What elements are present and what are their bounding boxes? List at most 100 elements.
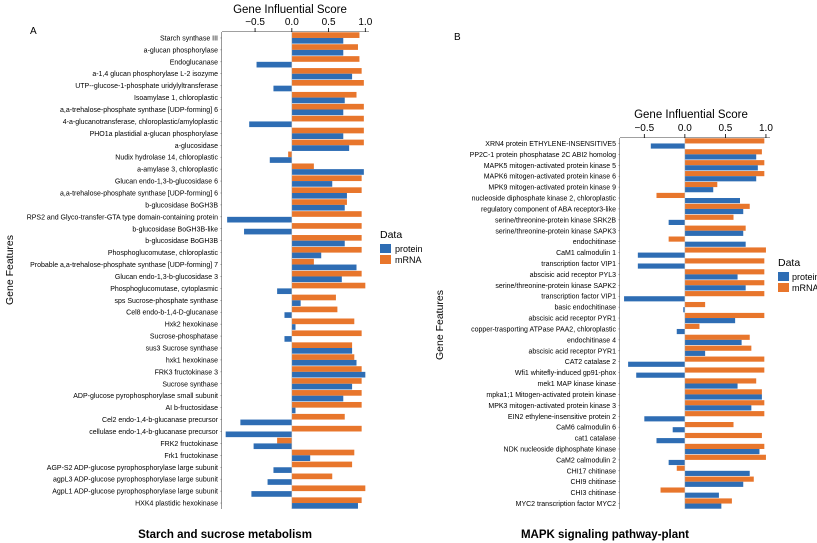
b-bar-mrna-chi17-chitinase [676,465,685,471]
b-bar-mrna-serine-threonine-protein-kinase-sapk3 [684,225,746,231]
panel-b-y-axis-title: Gene Features [434,290,446,360]
b-bar-mrna-serine-threonine-protein-kinase-sapk2 [684,280,765,286]
b-category-label: serine/threonine-protein kinase SAPK2 [495,283,616,290]
a-bar-mrna-b-glucosidase-bogh3b-like [291,223,362,229]
panel-a-legend-title: Data [380,229,402,241]
b-bar-mrna-abscisic-acid-receptor-pyr1 [684,345,752,351]
a-category-label: Glucan endo-1,3-b-glucosidase 6 [115,179,218,186]
a-bar-mrna-ai-b-fructosidase [291,401,362,408]
a-bar-mrna-phosphoglucomutase-chloroplastic [291,246,362,253]
b-x-tick-label: −0.5 [634,123,654,134]
b-bar-protein-cat2-catalase-2 [628,361,685,367]
a-category-label: a,a-trehalose-phosphate synthase [UDP-fo… [60,107,218,114]
a-bar-protein-agpl3-adp-glucose-pyrophosphorylase-large-subunit [267,479,292,485]
b-bar-mrna-ein2-ethylene-insensitive-protein-2 [684,411,765,417]
b-bar-mrna-mek1-map-kinase-kinase [684,378,757,384]
b-category-label: transcription factor VIP1 [541,294,616,301]
a-bar-protein-isoamylase-1-chloroplastic [291,97,345,104]
b-bar-mrna-ndk-nucleoside-diphosphate-kinase [684,443,765,449]
a-category-label: Frk1 fructokinase [164,453,218,460]
a-category-label: cellulase endo-1,4-b-glucanase precursor [89,429,218,436]
a-category-label: a-glucan phosphorylase [144,47,218,54]
a-category-label: ADP-glucose pyrophosphorylase small subu… [73,393,218,400]
a-bar-mrna-a-a-trehalose-phosphate-synthase-udp-forming-6 [291,187,362,193]
a-bar-protein-hxk2-hexokinase [291,324,296,330]
b-bar-mrna-transcription-factor-vip1 [684,258,765,264]
b-bar-mrna-abscisic-acid-receptor-pyl3 [684,269,765,275]
a-bar-mrna-a-glucan-phosphorylase [291,44,358,50]
a-bar-protein-glucan-endo-1-3-b-glucosidase-3 [291,276,342,283]
b-category-label: CHI17 chitinase [567,468,617,475]
a-category-label: Cel2 endo-1,4-b-glucanase precursor [102,417,219,424]
b-x-tick-label: 0.5 [718,123,732,134]
panel-a-x-axis-title: Gene Influential Score [233,4,347,16]
b-category-label: CHI9 chitinase [570,479,616,486]
a-category-label: RPS2 and Glyco-transfer-GTA type domain-… [27,214,218,221]
b-bar-mrna-copper-trasporting-atpase-paa2-chloroplastic [684,323,700,329]
b-category-label: endochitinase 4 [567,337,616,344]
b-bar-mrna-mpk3-mitogen-activated-protein-kinase-3 [684,400,765,406]
a-bar-protein-cellulase-endo-1-4-b-glucanase-precursor [225,431,292,438]
b-category-label: transcription factor VIP1 [541,261,616,268]
a-bar-protein-a-1-4-glucan-phosphorylase-l-2-isozyme [291,73,353,80]
b-category-label: CAT2 catalase 2 [565,359,616,366]
b-category-label: CaM1 calmodulin 1 [556,250,616,257]
a-bar-mrna-a-amylase-3-chloroplastic [291,163,314,170]
panel-b-legend-swatch-mrna [778,283,789,292]
a-bar-protein-glucan-endo-1-3-b-glucosidase-6 [291,181,333,187]
a-category-label: FRK2 fructokinase [160,441,218,448]
b-category-label: abscisic acid receptor PYR1 [528,316,616,323]
a-bar-protein-sus3-sucrose-synthase [291,348,353,354]
a-bar-mrna-phosphoglucomutase-cytoplasmic [291,282,366,289]
b-bar-protein-mpka1-1-mitogen-activated-protein-kinase [684,394,762,400]
a-bar-mrna-frk3-fructokinase-3 [291,366,362,372]
b-bar-mrna-chi3-chitinase [660,487,685,493]
b-category-label: copper-trasporting ATPase PAA2, chloropl… [471,326,616,333]
a-bar-mrna-cel8-endo-b-1-4-d-glucanase [291,306,338,313]
a-bar-mrna-sps-sucrose-phosphate-synthase [291,294,336,301]
panel-b: B Gene Influential Score Gene Features M… [434,32,817,541]
a-bar-mrna-isoamylase-1-chloroplastic [291,91,357,98]
panel-b-legend-title: Data [778,257,800,269]
a-category-label: Cel8 endo-b-1,4-D-glucanase [126,310,218,317]
a-bar-protein-cel2-endo-1-4-b-glucanase-precursor [240,419,292,426]
panel-b-legend: Data protein mRNA [778,257,817,293]
a-category-label: HXK4 plastidic hexokinase [135,501,218,508]
b-bar-mrna-cam2-calmodulin-2 [684,454,766,460]
b-bar-protein-mpk9-mitogen-activated-protein-kinase-9 [684,187,714,193]
b-bar-protein-transcription-factor-vip1 [637,263,685,269]
a-bar-mrna-sus3-sucrose-synthase [291,342,353,349]
b-category-label: NDK nucleoside diphosphate kinase [504,446,617,453]
b-bar-protein-transcription-factor-vip1 [624,296,685,302]
a-bar-mrna-a-a-trehalose-phosphate-synthase-udp-forming-6 [291,103,364,110]
b-category-label: MAPK6 mitogen-activated protein kinase 6 [484,174,616,181]
a-bar-mrna-nudix-hydrolase-14-chloroplastic [288,151,292,158]
panel-a-legend-label-mrna: mRNA [395,255,422,265]
panel-a-label: A [30,26,37,37]
b-category-label: MYC2 transcription factor MYC2 [516,501,616,508]
a-x-tick-label: 0.0 [285,17,299,28]
a-bar-protein-sps-sucrose-phosphate-synthase [291,300,301,306]
panel-a-y-axis-title: Gene Features [4,235,16,305]
b-bar-protein-endochitinase [684,241,746,247]
a-bar-mrna-a-1-4-glucan-phosphorylase-l-2-isozyme [291,68,362,74]
b-bar-mrna-cat1-catalase [684,432,762,439]
a-bar-protein-cel8-endo-b-1-4-d-glucanase [284,312,292,318]
b-bar-mrna-basic-endochitinase [684,301,706,308]
panel-a-bars [222,32,369,509]
a-bar-mrna-adp-glucose-pyrophosphorylase-small-subunit [291,390,362,396]
a-bar-protein-phosphoglucomutase-cytoplasmic [277,288,292,295]
a-bar-protein-sucrose-phosphatase [284,336,292,342]
b-bar-mrna-endochitinase [668,236,685,242]
b-bar-protein-mpk3-mitogen-activated-protein-kinase-3 [684,405,752,411]
b-x-tick-label: 0.0 [678,123,692,134]
a-bar-protein-b-glucosidase-bogh3b [291,204,345,211]
panel-b-x-axis-title: Gene Influential Score [634,109,748,121]
a-bar-protein-a-amylase-3-chloroplastic [291,169,364,175]
b-category-label: nucleoside diphosphate kinase 2, chlorop… [472,196,617,203]
a-category-label: sps Sucrose-phosphate synthase [114,298,218,305]
a-bar-protein-a-a-trehalose-phosphate-synthase-udp-forming-6 [291,109,344,116]
b-category-label: PP2C-1 protein phosphatase 2C ABI2 homol… [470,152,616,159]
a-bar-mrna-sucrose-synthase [291,378,362,384]
